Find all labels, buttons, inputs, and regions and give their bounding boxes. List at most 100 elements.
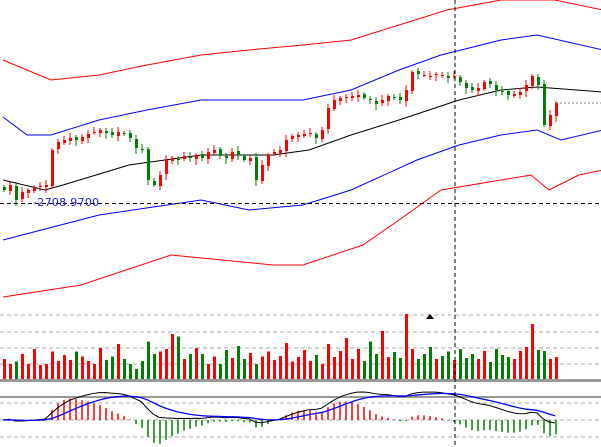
candle-body (297, 135, 300, 137)
candle-body (111, 132, 114, 135)
volume-bar (141, 361, 144, 379)
candle-body (333, 100, 336, 109)
volume-bar (291, 361, 294, 379)
volume-bar (153, 354, 156, 379)
candle-body (375, 101, 378, 104)
volume-bar (441, 356, 444, 379)
candle-body (249, 158, 252, 161)
candle-body (453, 76, 456, 77)
candle-body (177, 159, 180, 160)
volume-bar (417, 359, 420, 379)
volume-bar (543, 351, 546, 379)
candle-body (405, 90, 408, 101)
candle-body (447, 76, 450, 78)
candle-body (489, 81, 492, 84)
candle-body (105, 131, 108, 133)
volume-bar (9, 364, 12, 379)
volume-bar (249, 353, 252, 379)
candle-body (513, 94, 516, 96)
volume-bar (477, 359, 480, 379)
candle-body (15, 186, 18, 200)
candle-body (147, 149, 150, 180)
volume-bar (237, 346, 240, 379)
volume-bar (363, 361, 366, 379)
volume-bar (339, 351, 342, 379)
volume-bar (177, 336, 180, 379)
candle-body (93, 132, 96, 133)
candle-body (315, 134, 318, 138)
candle-body (9, 185, 12, 191)
candle-body (459, 77, 462, 82)
candle-body (51, 150, 54, 186)
volume-bar (51, 351, 54, 379)
candle-body (243, 156, 246, 160)
volume-bar (63, 355, 66, 379)
volume-bar (519, 351, 522, 379)
candle-body (393, 97, 396, 98)
candle-body (213, 150, 216, 153)
volume-bar (555, 357, 558, 379)
candle-body (291, 136, 294, 139)
candle-body (153, 181, 156, 185)
candle-body (195, 155, 198, 159)
candle-body (441, 75, 444, 76)
volume-bar (507, 357, 510, 379)
volume-bar (189, 354, 192, 379)
candle-body (273, 152, 276, 154)
marker-triangle-icon (426, 314, 434, 319)
volume-bar (381, 331, 384, 379)
volume-bar (393, 352, 396, 379)
volume-bar (471, 354, 474, 379)
candle-body (495, 85, 498, 90)
volume-bar (333, 357, 336, 379)
volume-bar (27, 364, 30, 379)
band-middle (2, 86, 601, 191)
candle-body (411, 72, 414, 91)
volume-bar (399, 358, 402, 379)
candle-body (423, 75, 426, 76)
candle-body (477, 88, 480, 91)
volume-bar (33, 349, 36, 379)
volume-bar (45, 364, 48, 379)
candle-body (525, 85, 528, 91)
candle-body (381, 100, 384, 103)
candle-body (3, 187, 6, 190)
candle-body (129, 133, 132, 138)
volume-bar (165, 349, 168, 379)
candle-body (465, 83, 468, 88)
volume-bar (201, 354, 204, 379)
volume-bar (243, 359, 246, 379)
volume-bar (357, 349, 360, 379)
candle-body (135, 139, 138, 148)
candle-body (21, 192, 24, 199)
volume-bar (81, 356, 84, 379)
candle-body (387, 96, 390, 101)
candle-body (87, 134, 90, 138)
volume-bar (303, 350, 306, 379)
volume-bar (513, 359, 516, 379)
volume-bar (501, 355, 504, 379)
candle-body (201, 154, 204, 158)
volume-bar (219, 364, 222, 379)
candle-body (123, 133, 126, 134)
candle-body (63, 140, 66, 143)
candle-body (189, 157, 192, 158)
candle-body (555, 103, 558, 116)
candle-body (171, 158, 174, 161)
candle-body (81, 137, 84, 141)
volume-bar (405, 314, 408, 379)
candle-body (429, 76, 432, 77)
volume-bar (411, 349, 414, 379)
volume-bar (537, 350, 540, 379)
candle-body (537, 77, 540, 85)
crosshair-price-value: 2708.9700 (37, 196, 100, 209)
volume-bar (345, 338, 348, 379)
candle-body (285, 140, 288, 151)
candle-body (261, 165, 264, 181)
volume-bar (231, 358, 234, 379)
volume-bar (267, 351, 270, 379)
volume-bar (39, 365, 42, 379)
candle-body (399, 97, 402, 100)
